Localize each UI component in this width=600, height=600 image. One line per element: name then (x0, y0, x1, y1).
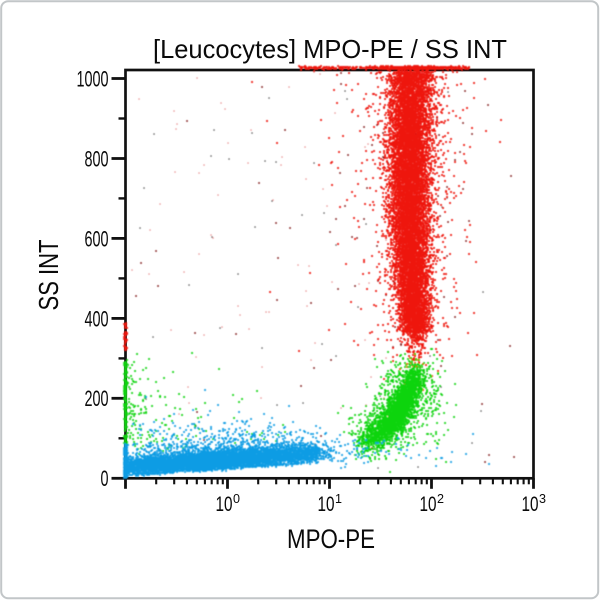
svg-text:SS INT: SS INT (33, 239, 64, 310)
svg-text:3: 3 (539, 491, 546, 506)
svg-text:1000: 1000 (77, 66, 109, 91)
svg-text:0: 0 (233, 491, 240, 506)
svg-text:200: 200 (85, 386, 109, 411)
svg-text:MPO-PE: MPO-PE (287, 524, 375, 554)
svg-text:1: 1 (335, 491, 342, 506)
svg-text:[Leucocytes] MPO-PE / SS INT: [Leucocytes] MPO-PE / SS INT (153, 34, 507, 64)
svg-text:10: 10 (522, 493, 539, 516)
svg-text:0: 0 (101, 466, 109, 491)
svg-text:800: 800 (85, 146, 109, 171)
svg-text:10: 10 (216, 493, 233, 516)
svg-text:2: 2 (437, 491, 444, 506)
svg-text:400: 400 (85, 306, 109, 331)
svg-text:600: 600 (85, 226, 109, 251)
svg-text:10: 10 (420, 493, 437, 516)
svg-text:10: 10 (318, 493, 335, 516)
